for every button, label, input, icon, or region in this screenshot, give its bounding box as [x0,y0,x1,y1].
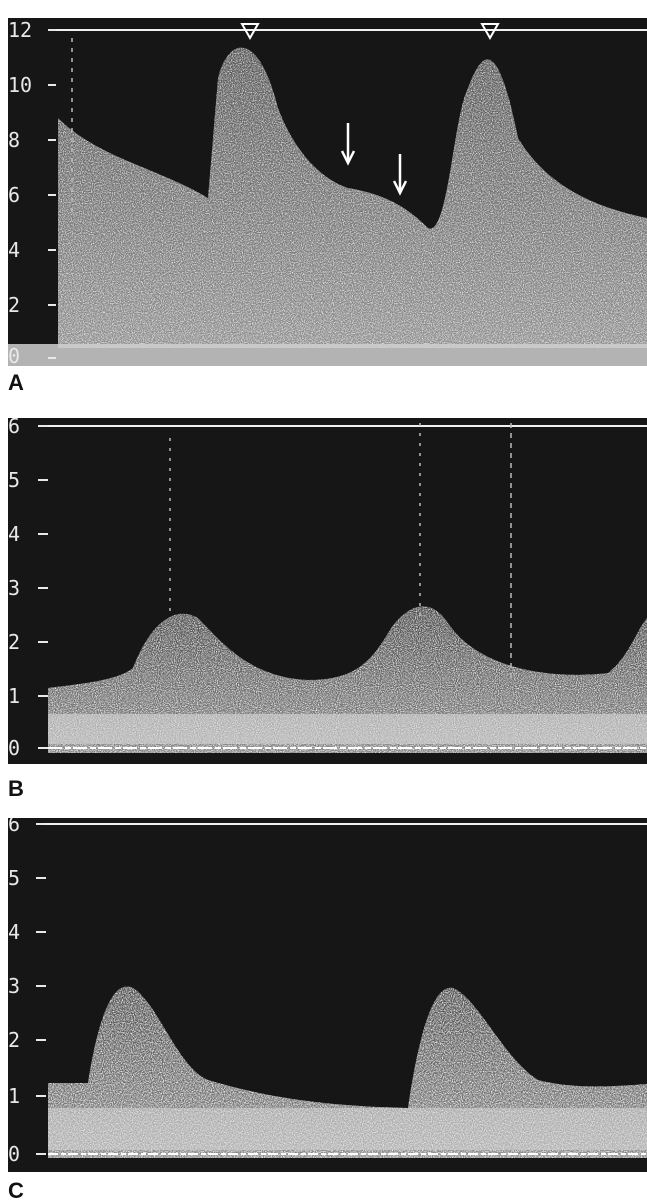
arrowhead-marker-1 [240,23,260,41]
y-tick-b-1: 1 [8,684,21,708]
y-tick-c-2: 2 [8,1028,21,1052]
panel-label-a: A [8,370,24,395]
y-tick-a-4: 4 [8,238,21,262]
y-tick-c-0: 0 [8,1142,21,1166]
y-tick-c-1: 1 [8,1084,21,1108]
doppler-spectrum-c [36,823,647,1158]
y-tick-a-10: 10 [8,73,33,97]
y-tick-c-6: 6 [8,818,21,836]
arrowhead-marker-2 [480,23,500,41]
y-tick-b-6: 6 [8,418,21,438]
y-tick-a-6: 6 [8,183,21,207]
y-tick-b-5: 5 [8,468,21,492]
y-tick-a-12: 12 [8,18,33,42]
y-tick-b-3: 3 [8,576,21,600]
panel-label-c: C [8,1178,24,1203]
y-tick-b-2: 2 [8,630,21,654]
arrow-marker-1 [340,123,356,166]
y-tick-c-4: 4 [8,920,21,944]
panel-label-b: B [8,776,24,801]
doppler-panel-a: 12 10 8 6 4 2 0 [8,18,647,366]
doppler-panel-c: 6 5 4 3 2 1 0 [8,818,647,1172]
y-tick-a-2: 2 [8,293,21,317]
y-tick-b-0: 0 [8,736,21,760]
baseline-strip-a [8,344,647,366]
y-tick-c-3: 3 [8,974,21,998]
doppler-spectrum-a [8,23,647,366]
doppler-spectrum-b [38,423,647,753]
y-tick-b-4: 4 [8,522,21,546]
doppler-panel-b: 6 5 4 3 2 1 0 [8,418,647,764]
y-tick-a-8: 8 [8,128,21,152]
arrow-marker-2 [392,154,408,196]
y-tick-c-5: 5 [8,866,21,890]
y-tick-a-0: 0 [8,344,21,366]
